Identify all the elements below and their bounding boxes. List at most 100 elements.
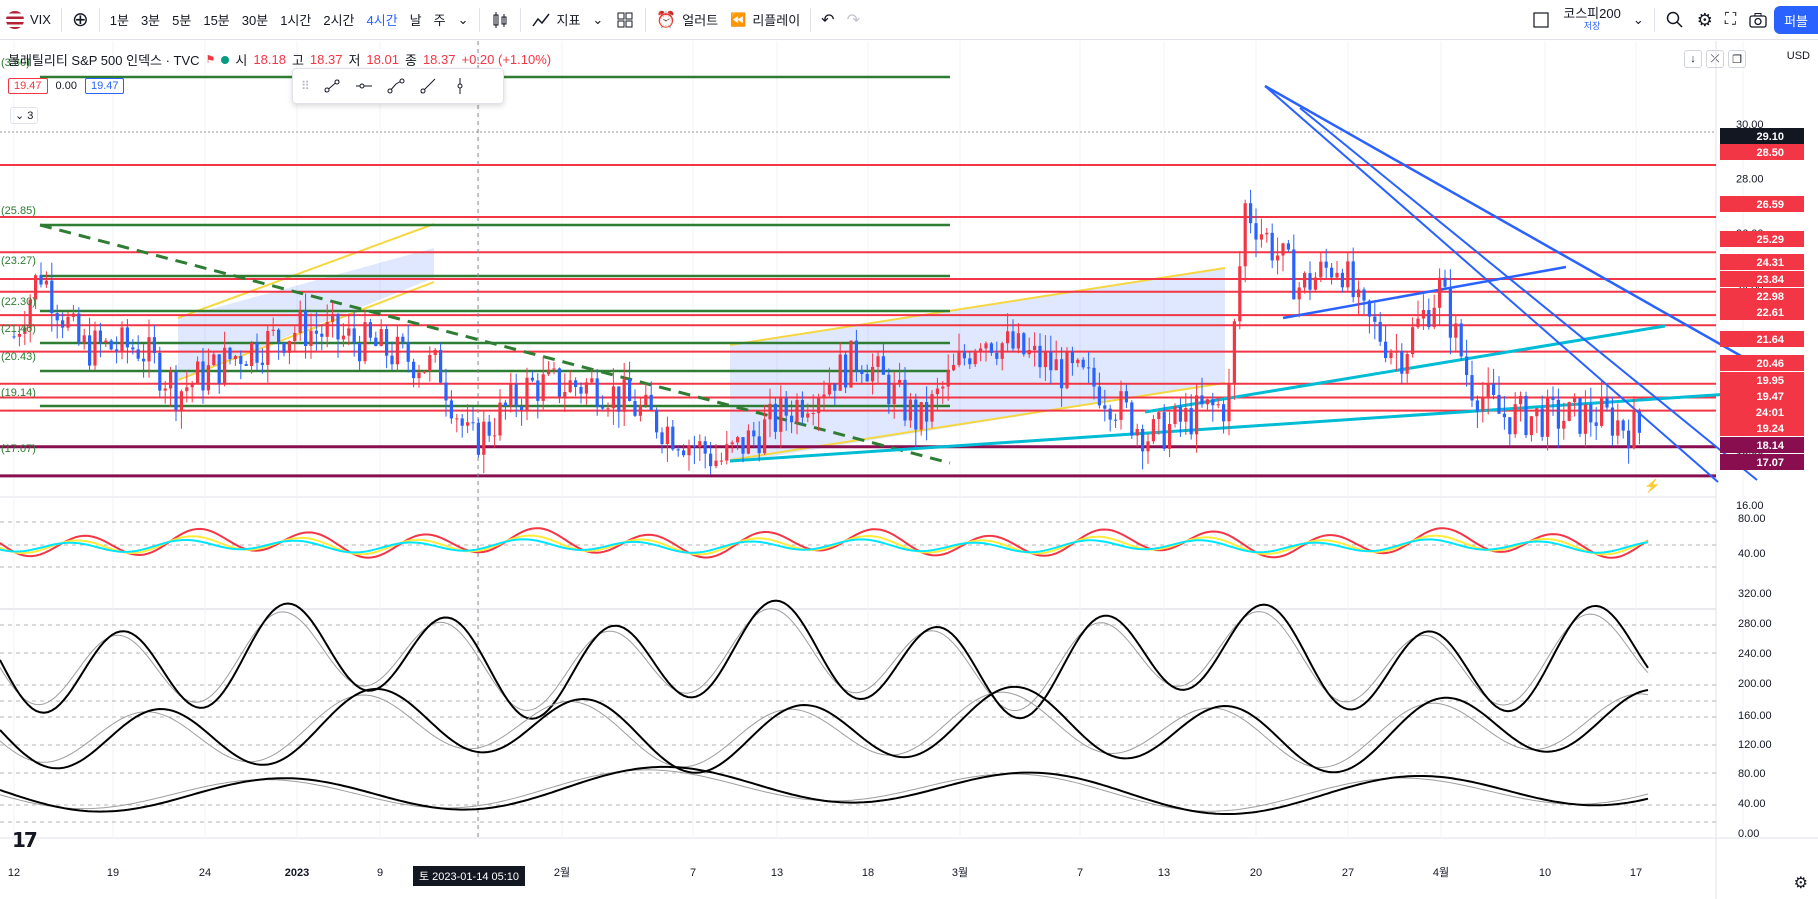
- candle-body: [741, 437, 745, 454]
- candle-body: [1594, 422, 1598, 426]
- candle-body: [595, 378, 599, 408]
- price-tag-bg: [1720, 355, 1804, 371]
- candle-body: [568, 380, 572, 392]
- candle-body: [665, 426, 669, 444]
- candle-body: [1195, 395, 1199, 435]
- time-axis-label: 3월: [952, 866, 968, 879]
- candle-body: [525, 377, 529, 411]
- chart-canvas[interactable]: ⚡30.0028.0026.0024.0022.0020.0018.0016.0…: [0, 41, 1818, 899]
- interval-30m[interactable]: 30분: [241, 13, 269, 28]
- interval-5m[interactable]: 5분: [172, 13, 192, 28]
- trendline-tool-icon[interactable]: [322, 76, 342, 96]
- candle-body: [298, 310, 302, 333]
- settings-gear-icon[interactable]: ⚙: [1696, 9, 1713, 30]
- fullscreen-icon[interactable]: ⛶: [1724, 11, 1737, 28]
- interval-1h[interactable]: 1시간: [280, 13, 312, 28]
- drag-handle-icon[interactable]: ⠿: [301, 79, 310, 93]
- path-tool-icon[interactable]: [386, 76, 406, 96]
- candle-body: [1141, 428, 1145, 452]
- layout-name-button[interactable]: 코스피200 저장: [1557, 0, 1627, 40]
- channel-fill: [730, 268, 1225, 463]
- interval-dropdown-icon[interactable]: ⌄: [457, 11, 469, 27]
- price-tag-bg: [1720, 231, 1804, 247]
- candle-body: [1168, 423, 1172, 449]
- interval-1m[interactable]: 1분: [109, 13, 129, 28]
- templates-icon[interactable]: [609, 0, 641, 40]
- time-axis-label: 2023: [285, 867, 309, 879]
- candle-body: [833, 383, 837, 391]
- interval-4h[interactable]: 4시간: [366, 13, 398, 28]
- symbol-search[interactable]: VIX: [0, 0, 57, 40]
- candle-body: [28, 299, 32, 328]
- vertical-line-tool-icon[interactable]: [450, 76, 470, 96]
- series-title[interactable]: 볼래틸리티 S&P 500 인덱스 · TVC: [8, 53, 200, 68]
- interval-1w[interactable]: 주: [433, 13, 446, 28]
- candle-body: [1319, 261, 1323, 278]
- candle-body: [217, 354, 221, 384]
- time-axis-label: 12: [8, 867, 20, 879]
- interval-15m[interactable]: 15분: [203, 13, 230, 28]
- interval-3m[interactable]: 3분: [140, 13, 161, 28]
- candle-body: [1216, 404, 1220, 406]
- candle-body: [854, 340, 858, 371]
- candle-body: [98, 330, 102, 343]
- candle-body: [412, 361, 416, 379]
- time-axis-label: 7: [1077, 867, 1083, 879]
- candle-body: [655, 409, 659, 433]
- ray-tool-icon[interactable]: [418, 76, 438, 96]
- sell-price-box[interactable]: 19.47: [8, 78, 48, 94]
- candle-body: [574, 380, 578, 387]
- price-tag-bg: [1720, 404, 1804, 420]
- candle-body: [1076, 359, 1080, 364]
- collapse-icon[interactable]: ⤫: [1706, 50, 1724, 68]
- indicators-button[interactable]: 지표: [525, 0, 587, 40]
- candle-body: [1238, 266, 1242, 322]
- rsi-cyan-line: [0, 538, 1649, 554]
- compare-add-button[interactable]: ⊕: [71, 9, 89, 31]
- indicators-collapse-button[interactable]: ⌄ 3: [10, 107, 39, 124]
- search-icon[interactable]: [1659, 0, 1691, 40]
- chart-settings-gear-icon[interactable]: ⚙: [1793, 875, 1808, 892]
- publish-button[interactable]: 퍼블: [1774, 6, 1818, 34]
- drawing-toolbar[interactable]: ⠿: [292, 68, 504, 104]
- replay-label: 리플레이: [752, 13, 801, 28]
- candle-body: [1184, 408, 1188, 422]
- arrow-down-icon[interactable]: ↓: [1684, 50, 1702, 68]
- alerts-button[interactable]: ⏰ 얼러트: [650, 0, 724, 40]
- layout-square-icon[interactable]: [1525, 0, 1557, 40]
- interval-1d[interactable]: 날: [409, 13, 422, 28]
- candle-body: [1459, 323, 1463, 357]
- oscillator-axis-label: 120.00: [1738, 739, 1772, 751]
- time-axis-label: 10: [1539, 867, 1551, 879]
- chart-area[interactable]: ⚡30.0028.0026.0024.0022.0020.0018.0016.0…: [0, 41, 1818, 899]
- buy-price-box[interactable]: 19.47: [84, 78, 125, 94]
- restore-icon[interactable]: ❐: [1728, 50, 1746, 68]
- candle-body: [201, 361, 205, 391]
- layout-dropdown-icon[interactable]: ⌄: [1632, 12, 1644, 27]
- camera-icon[interactable]: [1742, 0, 1774, 40]
- candle-body: [1411, 327, 1415, 355]
- chart-type-candles-icon[interactable]: [484, 0, 516, 40]
- price-tag-bg: [1720, 304, 1804, 320]
- candle-body: [790, 415, 794, 423]
- candle-body: [1092, 367, 1096, 387]
- redo-icon[interactable]: ↷: [846, 11, 860, 29]
- horizontal-ray-tool-icon[interactable]: [354, 76, 374, 96]
- channel-line: [177, 223, 435, 319]
- level-label: (3.60): [1, 57, 30, 69]
- currency-label[interactable]: USD: [1786, 50, 1810, 62]
- candle-body: [892, 382, 896, 405]
- level-label: (17.07): [1, 443, 36, 455]
- flag-icon[interactable]: ⚑: [205, 54, 216, 66]
- candle-body: [71, 313, 75, 317]
- stoch-main-line: [0, 599, 1649, 720]
- indicators-dropdown-icon[interactable]: ⌄: [592, 11, 604, 27]
- replay-button[interactable]: ⏪ 리플레이: [724, 0, 806, 40]
- candle-body: [1438, 277, 1442, 308]
- candle-body: [736, 437, 740, 443]
- price-tag: 23.84: [1720, 271, 1804, 287]
- interval-2h[interactable]: 2시간: [323, 13, 355, 28]
- candle-body: [358, 342, 362, 362]
- candle-body: [1508, 417, 1512, 435]
- undo-icon[interactable]: ↶: [821, 11, 835, 29]
